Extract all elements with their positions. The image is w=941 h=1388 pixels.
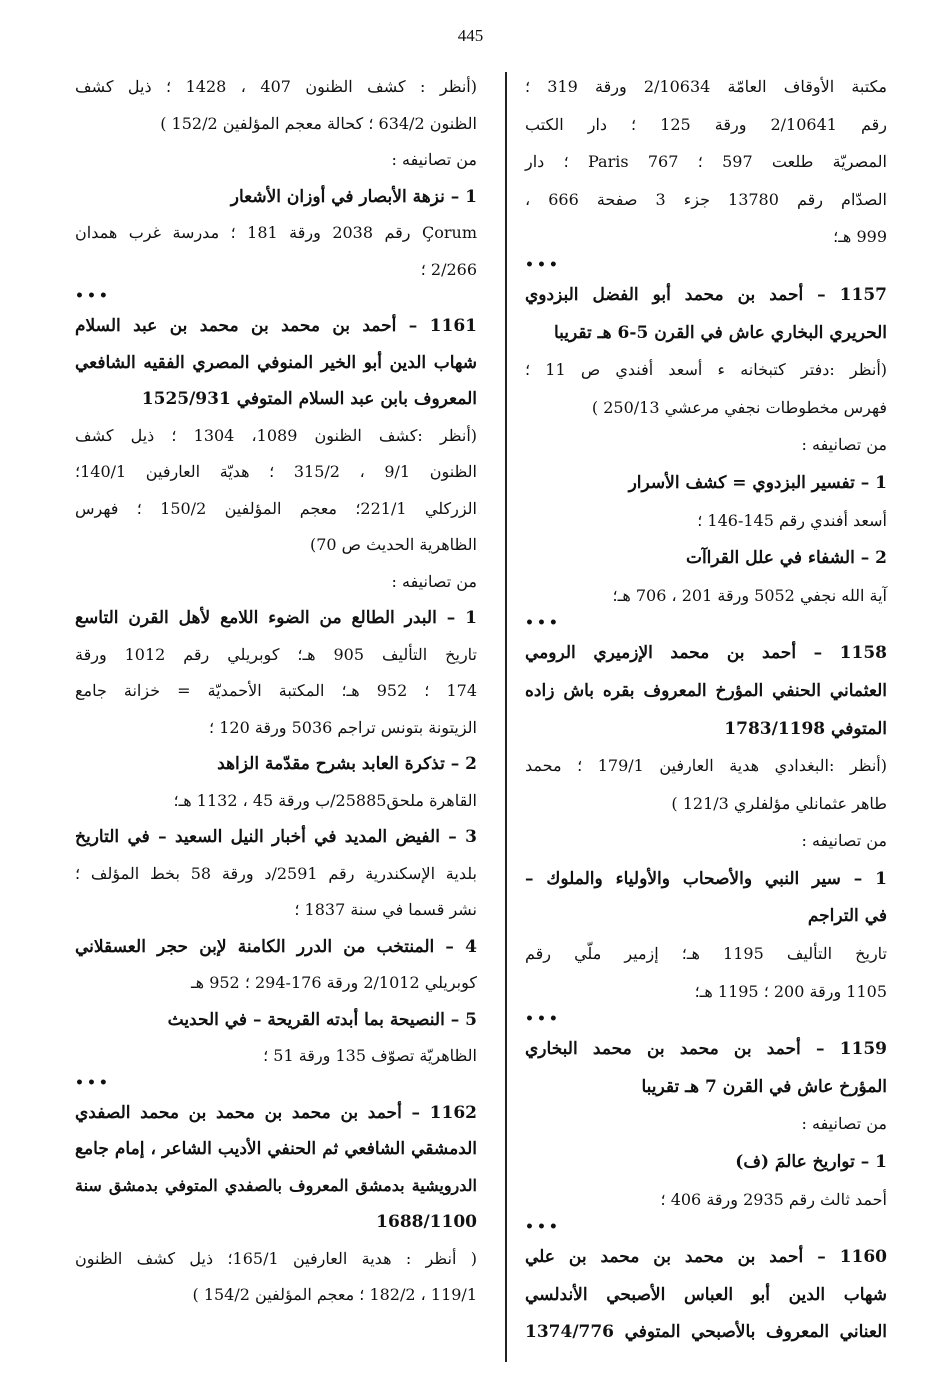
entry-heading-line: 1 – نزهة الأبصار في أوزان الأشعار <box>230 186 477 207</box>
right-column: مكتبة الأوقاف العامّة 2/10634 ورقة 319 ؛… <box>525 70 887 1353</box>
text-line: فهرس مخطوطات نجفي مرعشي 250/13 ) <box>591 397 887 417</box>
text-line: بلدية الإسكندرية رقم 2591/د ورقة 58 بخط … <box>75 863 477 883</box>
entry-heading-line: العثماني الحنفي المؤرخ المعروف بقره باش … <box>525 680 887 701</box>
text-line: تاريخ التأليف 1195 هـ؛ إزمير ملّي رقم <box>525 944 887 964</box>
text-line: (أنظر :كشف الظنون 1089، 1304 ؛ ذيل كشف <box>75 425 477 445</box>
text-line: Çorum رقم 2038 ورقة 181 ؛ مدرسة غرب همدا… <box>75 223 477 242</box>
entry-heading-line: في التراجم <box>807 906 887 927</box>
separator-dots: ••• <box>525 1219 561 1236</box>
text-line: الظاهريّة تصوّف 135 ورقة 51 ؛ <box>263 1046 477 1065</box>
entry-heading-line: 2 – الشفاء في علل القراآت <box>685 548 887 569</box>
entry-heading-line: 1160 – أحمد بن محمد بن محمد بن علي <box>525 1247 887 1268</box>
text-line: القاهرة ملحق25885/ب ورقة 45 ، 1132 هـ؛ <box>173 790 478 810</box>
separator-dots: ••• <box>75 1074 111 1091</box>
text-line: طاهر عثمانلي مؤلفلري 121/3 ) <box>671 793 887 813</box>
entry-heading-line: 1161 – أحمد بن محمد بن محمد بن عبد السلا… <box>75 316 477 336</box>
text-line: 119/1 ، 182/2 ؛ معجم المؤلفين 154/2 ) <box>192 1285 477 1304</box>
text-line: 2/266 ؛ <box>420 259 477 279</box>
separator-dots: ••• <box>525 1011 561 1028</box>
text-line: (أنظر :البغدادي هدية العارفين 179/1 ؛ مح… <box>525 756 887 776</box>
entry-heading-line: شهاب الدين أبو العباس الأصبحي الأندلسي <box>525 1284 887 1305</box>
entry-heading-line: 1 – البدر الطالع من الضوء اللامع لأهل ال… <box>75 608 477 628</box>
entry-heading-line: 1159 – أحمد بن محمد بن محمد البخاري <box>525 1039 887 1060</box>
text-line: من تصانيفه : <box>801 1114 887 1134</box>
text-line: تاريخ التأليف 905 هـ؛ كوبريلي رقم 1012 و… <box>75 644 478 664</box>
entry-heading-line: الدمشقي الشافعي ثم الحنفي الأديب الشاعر … <box>75 1139 477 1159</box>
entry-heading-line: 3 – الفيض المديد في أخبار النيل السعيد –… <box>75 827 477 847</box>
text-line: 1105 ورقة 200 ؛ 1195 هـ؛ <box>694 981 887 1001</box>
text-line: مكتبة الأوقاف العامّة 2/10634 ورقة 319 ؛ <box>525 77 887 96</box>
column-divider <box>505 72 507 1362</box>
entry-heading-line: المؤرخ عاش في القرن 7 هـ تقريبا <box>641 1076 888 1097</box>
text-line: الظنون 9/1 ، 315/2 ؛ هديّة العارفين 140/… <box>75 462 478 481</box>
entry-heading-line: 1 – تفسير البزدوي = كشف الأسرار <box>628 472 887 493</box>
text-line: من تصانيفه : <box>391 571 477 591</box>
text-line: آية الله نجفي 5052 ورقة 201 ، 706 هـ؛ <box>612 585 887 605</box>
text-line: 999 هـ؛ <box>833 227 887 247</box>
entry-heading-line: الحريري البخاري عاش في القرن 5-6 هـ تقري… <box>553 322 887 343</box>
entry-heading-line: 1688/1100 <box>376 1212 477 1232</box>
separator-dots: ••• <box>75 288 111 304</box>
page-number: 445 <box>457 26 484 45</box>
text-line: أحمد ثالث رقم 2935 ورقة 406 ؛ <box>660 1189 887 1209</box>
separator-dots: ••• <box>525 256 561 273</box>
entry-heading-line: المعروف بابن عبد السلام المتوفي 1525/931 <box>141 389 477 409</box>
text-line: كوبريلي 2/1012 ورقة 176-294 ؛ 952 هـ <box>190 973 477 992</box>
entry-heading-line: 1157 – أحمد بن محمد أبو الفضل البزدوي <box>525 284 887 305</box>
text-line: الزيتونة بتونس تراجم 5036 ورقة 120 ؛ <box>209 717 477 737</box>
entry-heading-line: العناني المعروف بالأصبحي المتوفي 1374/77… <box>525 1322 887 1343</box>
entry-heading-line: 1 – تواريخ عالمَ (ف) <box>735 1152 887 1173</box>
text-line: الظاهرية الحديث ص 70) <box>309 535 477 554</box>
text-line: من تصانيفه : <box>801 831 887 851</box>
text-line: من تصانيفه : <box>391 150 477 169</box>
text-line: 174 ؛ 952 هـ؛ المكتبة الأحمديّة = خزانة … <box>75 681 477 700</box>
entry-heading-line: المتوفي 1783/1198 <box>724 718 887 739</box>
separator-dots: ••• <box>525 615 561 632</box>
entry-heading-line: شهاب الدين أبو الخير المنوفي المصري الفق… <box>75 352 477 373</box>
entry-heading-line: الدرويشية بدمشق المعروف بالصفدي المتوفي … <box>75 1175 477 1195</box>
entry-heading-line: 5 – النصيحة بما أبدته القريحة – في الحدي… <box>167 1009 477 1030</box>
text-line: (أنظر : كشف الظنون 407 ، 1428 ؛ ذيل كشف <box>75 77 477 96</box>
text-line: من تصانيفه : <box>801 435 887 455</box>
text-line: نشر قسما في سنة 1837 ؛ <box>294 900 477 919</box>
text-line: (أنظر :دفتر كتبخانه ء أسعد أفندي ص 11 ؛ <box>525 360 888 380</box>
text-line: ( أنظر : هدية العارفين 165/1؛ ذيل كشف ال… <box>75 1248 478 1268</box>
text-line: المصريّة طلعت 597 ؛ Paris 767 ؛ دار <box>525 152 887 172</box>
entry-heading-line: 4 – المنتخب من الدرر الكامنة لإبن حجر ال… <box>75 936 477 957</box>
entry-heading-line: 1162 – أحمد بن محمد بن محمد بن محمد الصف… <box>75 1102 477 1123</box>
entry-heading-line: 1 – سير النبي والأصحاب والأولياء والملوك… <box>525 868 887 889</box>
text-line: الزركلي 221/1؛ معجم المؤلفين 150/2 ؛ فهر… <box>75 498 477 518</box>
text-line: الظنون 634/2 ؛ كحالة معجم المؤلفين 152/2… <box>160 113 477 133</box>
text-line: الصدّام رقم 13780 جزء 3 صفحة 666 ، <box>525 189 887 209</box>
entry-heading-line: 1158 – أحمد بن محمد الإزميري الرومي <box>525 643 887 664</box>
text-line: أسعد أفندي رقم 145-146 ؛ <box>697 510 887 530</box>
text-line: رقم 2/10641 ورقة 125 ؛ دار الكتب <box>525 114 887 134</box>
entry-heading-line: 2 – تذكرة العابد بشرح مقدّمة الزاهد <box>217 754 477 774</box>
left-column: (أنظر : كشف الظنون 407 ، 1428 ؛ ذيل كشف ا… <box>75 70 477 1315</box>
